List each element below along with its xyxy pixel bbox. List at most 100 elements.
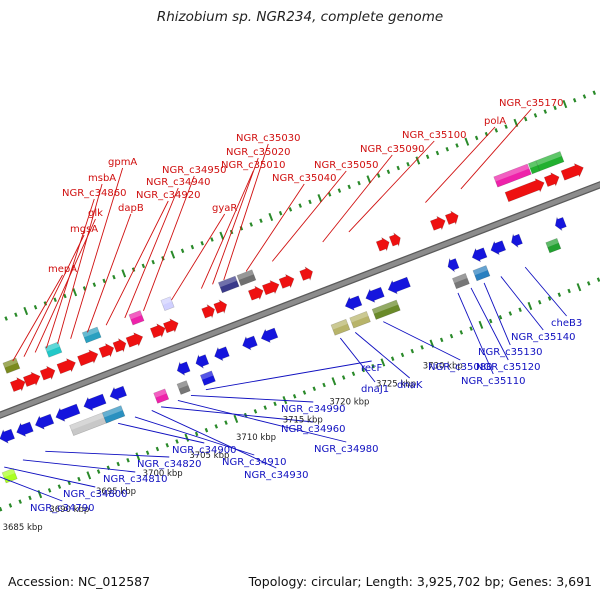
reverse-feature-shine — [102, 405, 123, 418]
reverse-gene-shape — [447, 257, 460, 273]
reverse-tick — [331, 377, 337, 386]
reverse-feature-shape — [349, 311, 371, 329]
forward-leader — [70, 167, 124, 339]
forward-tick — [249, 222, 253, 227]
reverse-gene-shape — [83, 393, 107, 412]
forward-tick — [112, 274, 116, 280]
reverse-tick — [439, 337, 444, 343]
reverse-leader — [457, 292, 494, 375]
reverse-gene-shape — [260, 327, 279, 344]
forward-tick — [190, 244, 195, 250]
forward-gene — [444, 210, 459, 226]
forward-tick — [268, 212, 274, 222]
forward-gene — [39, 365, 56, 381]
forward-tick — [102, 278, 106, 284]
reverse-leader — [354, 331, 410, 379]
forward-tick — [121, 269, 127, 278]
reverse-gene-label: NGR_c34960 — [281, 424, 346, 435]
reverse-feature-shape — [199, 370, 216, 386]
forward-tick — [53, 297, 57, 302]
reverse-gene — [34, 413, 55, 430]
reverse-feature — [472, 265, 491, 282]
forward-tick — [170, 250, 176, 259]
forward-tick — [406, 162, 410, 167]
forward-leader — [348, 140, 435, 233]
reverse-feature — [330, 318, 351, 336]
forward-tick — [543, 109, 548, 114]
forward-gene-label: NGR_c35020 — [226, 147, 291, 158]
forward-tick — [455, 143, 459, 148]
forward-gene — [162, 318, 179, 334]
reverse-tick — [341, 375, 346, 380]
reverse-gene-shape — [16, 421, 34, 437]
reverse-tick — [165, 442, 169, 448]
forward-tick — [553, 105, 557, 111]
reverse-gene-shape — [344, 295, 363, 311]
reverse-tick — [351, 371, 356, 376]
forward-gene-label: NGR_c35170 — [499, 98, 564, 109]
forward-feature-shine — [218, 276, 237, 288]
forward-gene-label: polA — [484, 116, 506, 127]
reverse-feature-shine — [153, 388, 167, 398]
reverse-gene-label: NGR_c35130 — [478, 347, 543, 358]
forward-feature-shine — [535, 151, 562, 166]
forward-feature-shape — [217, 275, 240, 294]
reverse-tick — [420, 345, 424, 350]
reverse-feature-shine — [69, 411, 109, 431]
reverse-gene — [0, 428, 16, 444]
forward-tick — [425, 154, 430, 160]
forward-feature-shine — [237, 269, 254, 281]
forward-gene-label: NGR_c35040 — [272, 173, 337, 184]
forward-feature — [236, 269, 257, 287]
topology-label: Topology: circular; Length: 3,925,702 bp… — [248, 574, 592, 589]
scale-label: 3715 kbp — [283, 415, 323, 425]
accession-label: Accession: NC_012587 — [8, 574, 151, 589]
reverse-feature-shine — [349, 311, 369, 323]
reverse-gene-label: NGR_c34900 — [172, 445, 237, 456]
reverse-leader — [177, 399, 347, 443]
reverse-feature — [199, 370, 216, 386]
reverse-leader — [524, 266, 567, 317]
reverse-leader — [45, 450, 170, 458]
scale-label: 3685 kbp — [3, 523, 43, 533]
forward-tick — [180, 248, 185, 254]
forward-tick — [210, 237, 214, 242]
reverse-gene-label: dnaK — [397, 380, 423, 391]
reverse-tick — [371, 363, 375, 369]
forward-feature-shine — [128, 310, 142, 320]
forward-tick — [415, 156, 421, 165]
forward-gene — [560, 163, 584, 181]
forward-gene-shape — [162, 318, 179, 334]
reverse-gene-shape — [242, 335, 258, 351]
forward-feature-shape — [493, 163, 532, 188]
forward-gene — [299, 266, 314, 281]
forward-tick — [523, 116, 528, 122]
forward-gene-shape — [429, 215, 446, 231]
forward-gene-label: mgsA — [70, 224, 98, 235]
forward-leader — [124, 187, 179, 319]
forward-feature — [160, 296, 175, 312]
forward-leader — [245, 183, 305, 272]
reverse-tick — [576, 283, 582, 292]
forward-gene-label: NGR_c34940 — [146, 177, 211, 188]
reverse-tick — [547, 296, 552, 301]
forward-tick — [219, 231, 225, 240]
forward-tick — [386, 169, 391, 175]
reverse-tick — [145, 450, 150, 456]
reverse-gene — [83, 393, 107, 412]
forward-feature-shape — [160, 296, 175, 312]
reverse-feature-shine — [372, 299, 399, 314]
forward-feature-shine — [160, 296, 173, 305]
reverse-gene-label: NGR_c34820 — [137, 459, 202, 470]
reverse-feature-shape — [330, 318, 351, 336]
forward-tick — [200, 241, 204, 246]
forward-feature-shape — [236, 269, 257, 287]
reverse-leader — [161, 406, 314, 423]
reverse-gene-label: NGR_c35140 — [511, 332, 576, 343]
reverse-gene-label: NGR_c34810 — [103, 474, 168, 485]
reverse-gene-shape — [214, 346, 230, 362]
forward-feature — [217, 275, 240, 294]
forward-gene-shape — [125, 332, 144, 348]
reverse-tick — [400, 352, 405, 358]
reverse-feature-shine — [545, 238, 559, 248]
